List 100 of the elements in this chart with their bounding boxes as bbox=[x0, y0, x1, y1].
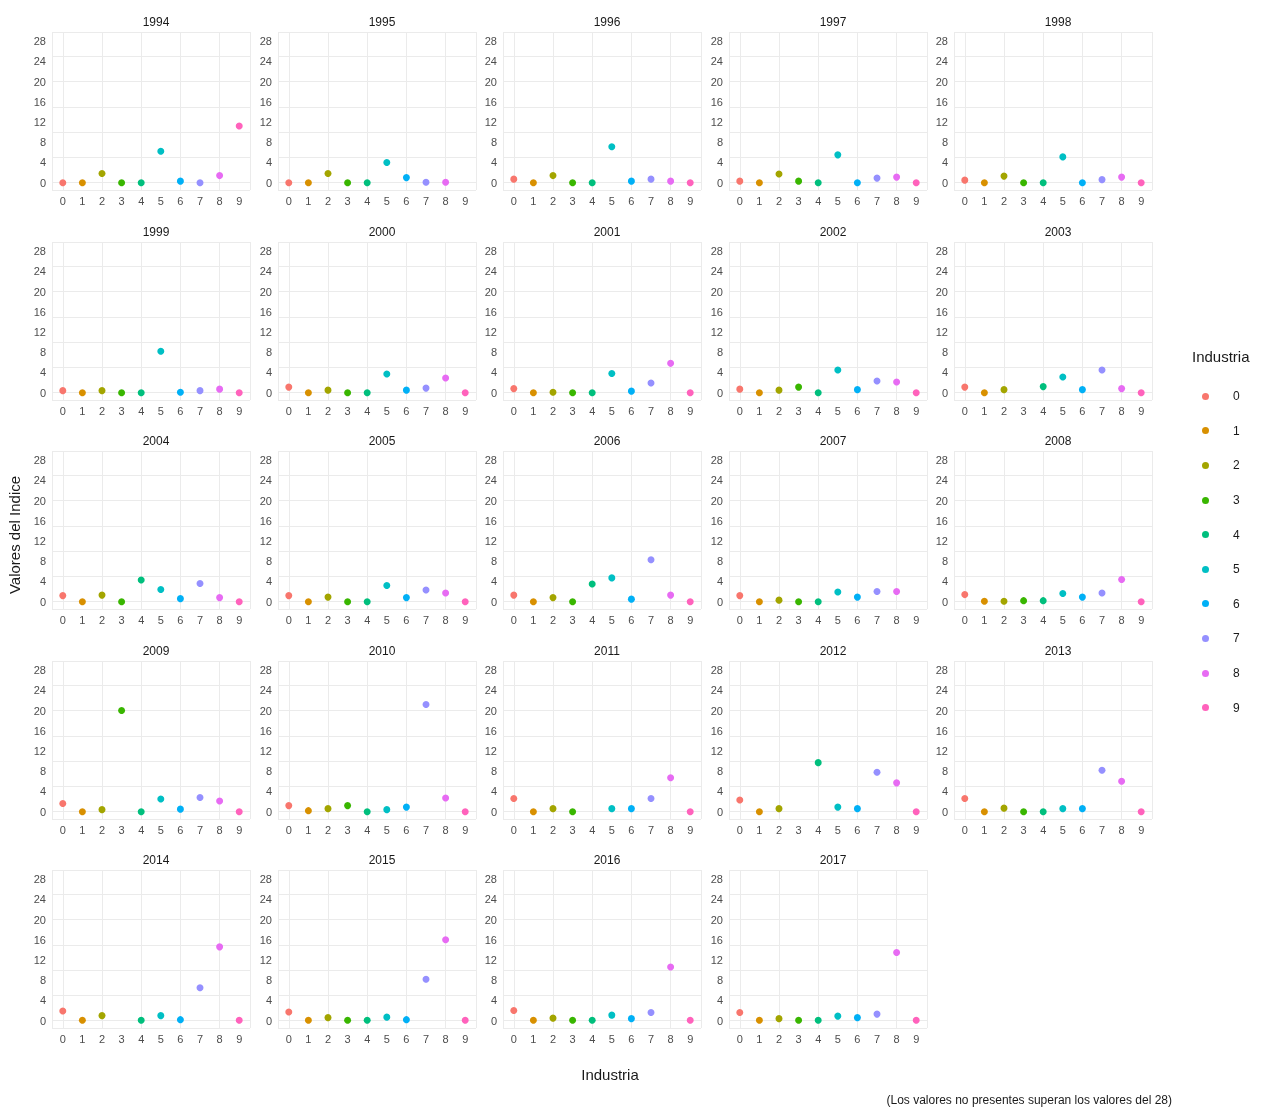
x-tick-label: 7 bbox=[873, 1032, 880, 1045]
x-tick-label: 8 bbox=[442, 1032, 449, 1045]
point bbox=[137, 179, 145, 187]
x-tick-label: 6 bbox=[853, 194, 860, 207]
point bbox=[980, 597, 988, 605]
x-tick-label: 2 bbox=[324, 823, 331, 835]
x-tick-label: 3 bbox=[795, 1032, 802, 1045]
legend-label: 3 bbox=[1233, 493, 1240, 508]
point bbox=[961, 794, 969, 802]
x-tick-label: 7 bbox=[1098, 823, 1106, 835]
point bbox=[343, 179, 351, 187]
y-tick-label: 28 bbox=[710, 663, 723, 676]
x-tick-label: 2 bbox=[98, 613, 106, 626]
point bbox=[1098, 766, 1106, 774]
point bbox=[176, 595, 184, 603]
y-tick-label: 0 bbox=[265, 386, 272, 399]
point bbox=[873, 588, 881, 596]
x-tick-label: 7 bbox=[1098, 404, 1106, 416]
point bbox=[647, 794, 655, 802]
point bbox=[647, 1009, 655, 1017]
point bbox=[961, 591, 969, 599]
point bbox=[735, 1009, 743, 1017]
x-tick-label: 2 bbox=[549, 823, 557, 835]
point bbox=[304, 806, 312, 814]
x-tick-label: 2 bbox=[98, 194, 106, 207]
point bbox=[324, 1014, 331, 1022]
x-tick-label: 7 bbox=[873, 823, 880, 835]
point bbox=[216, 943, 224, 951]
point bbox=[176, 177, 184, 185]
chart-title: 2009 bbox=[142, 643, 170, 658]
x-tick-label: 6 bbox=[177, 404, 184, 416]
x-tick-label: 5 bbox=[157, 404, 164, 416]
point bbox=[529, 388, 537, 396]
x-tick-label: 7 bbox=[196, 194, 204, 207]
x-tick-label: 7 bbox=[647, 823, 655, 835]
y-tick-label: 16 bbox=[935, 724, 948, 737]
x-tick-label: 0 bbox=[59, 404, 66, 416]
point bbox=[549, 172, 557, 180]
y-tick-label: 8 bbox=[39, 764, 46, 777]
point bbox=[627, 1015, 635, 1023]
y-tick-label: 28 bbox=[935, 663, 948, 676]
point bbox=[735, 796, 743, 804]
point bbox=[549, 594, 557, 602]
y-tick-label: 28 bbox=[484, 663, 497, 676]
x-tick-label: 3 bbox=[118, 823, 125, 835]
y-tick-label: 20 bbox=[710, 913, 723, 926]
x-tick-label: 9 bbox=[461, 823, 468, 835]
x-tick-label: 4 bbox=[363, 404, 370, 416]
point bbox=[1118, 384, 1126, 392]
point bbox=[627, 804, 635, 812]
y-tick-label: 24 bbox=[33, 55, 46, 68]
point bbox=[529, 179, 537, 187]
y-tick-label: 20 bbox=[259, 913, 272, 926]
point bbox=[402, 1016, 410, 1024]
y-tick-label: 8 bbox=[941, 345, 948, 358]
y-tick-label: 8 bbox=[490, 974, 497, 987]
x-tick-label: 6 bbox=[628, 613, 635, 626]
x-tick-label: 1 bbox=[79, 1032, 86, 1045]
x-tick-label: 5 bbox=[157, 613, 164, 626]
y-tick-label: 24 bbox=[33, 893, 46, 906]
y-tick-label: 16 bbox=[259, 514, 272, 527]
x-tick-label: 9 bbox=[912, 823, 919, 835]
y-tick-label: 28 bbox=[259, 663, 272, 676]
point bbox=[667, 773, 675, 781]
point bbox=[853, 385, 861, 393]
x-tick-label: 4 bbox=[589, 823, 596, 835]
x-tick-label: 1 bbox=[755, 823, 762, 835]
point bbox=[647, 556, 655, 564]
x-tick-label: 2 bbox=[1000, 404, 1008, 416]
x-tick-label: 3 bbox=[569, 1032, 576, 1045]
point bbox=[980, 388, 988, 396]
x-tick-label: 5 bbox=[383, 194, 390, 207]
x-tick-label: 3 bbox=[344, 613, 351, 626]
point bbox=[157, 147, 165, 155]
point bbox=[588, 1016, 596, 1024]
legend-label: 2 bbox=[1233, 458, 1240, 473]
x-tick-label: 6 bbox=[628, 1032, 635, 1045]
y-tick-label: 4 bbox=[490, 156, 497, 169]
y-tick-label: 12 bbox=[33, 535, 46, 547]
y-tick-label: 16 bbox=[484, 724, 497, 737]
point bbox=[588, 388, 596, 396]
point bbox=[814, 1016, 822, 1024]
x-tick-label: 9 bbox=[687, 404, 694, 416]
y-tick-label: 16 bbox=[33, 514, 46, 527]
y-tick-label: 16 bbox=[710, 95, 723, 108]
y-tick-label: 24 bbox=[484, 55, 497, 68]
point bbox=[1137, 388, 1145, 396]
point bbox=[853, 593, 861, 601]
point bbox=[98, 170, 106, 178]
x-tick-label: 2 bbox=[324, 1032, 331, 1045]
x-tick-label: 5 bbox=[1059, 613, 1066, 626]
point bbox=[382, 805, 390, 813]
y-tick-label: 20 bbox=[710, 704, 723, 717]
point bbox=[775, 804, 782, 812]
x-tick-label: 7 bbox=[422, 1032, 429, 1045]
y-tick-label: 8 bbox=[941, 764, 948, 777]
chart-title: 2017 bbox=[819, 853, 847, 867]
y-tick-label: 4 bbox=[941, 365, 948, 378]
x-tick-label: 9 bbox=[687, 194, 694, 207]
point bbox=[1078, 385, 1086, 393]
